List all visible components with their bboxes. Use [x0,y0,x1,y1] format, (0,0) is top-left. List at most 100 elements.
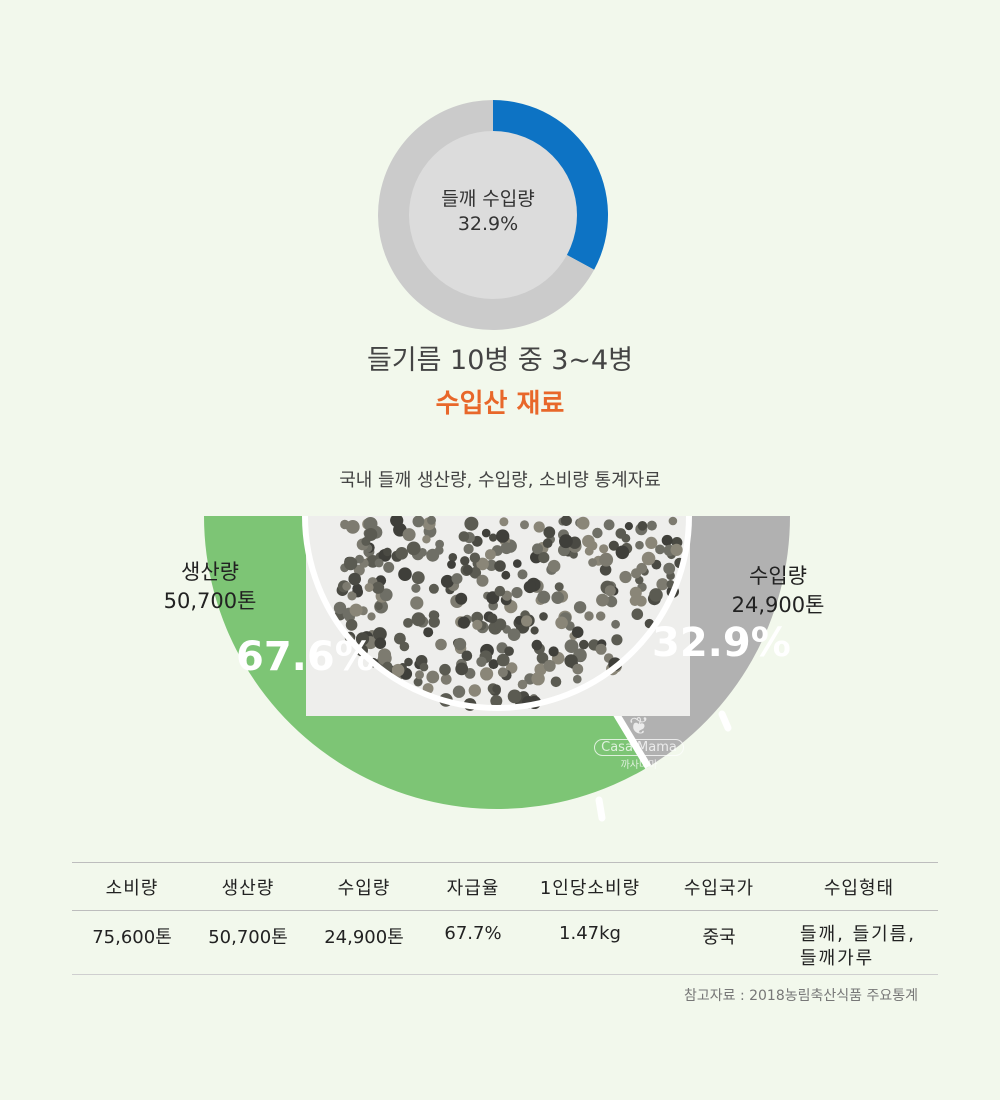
seed [603,519,615,531]
seed [615,528,627,539]
seed [394,632,406,645]
seed [379,588,393,602]
seed [353,564,365,576]
seed [345,520,360,534]
seed [439,663,451,676]
seed [411,571,425,585]
seed [460,556,470,566]
seed [471,611,484,624]
seed [507,628,521,641]
seed [539,612,548,621]
seed [398,567,412,581]
seed [472,619,483,631]
seed [462,565,473,575]
seed [517,569,528,580]
seed [411,612,426,627]
seed [554,582,564,592]
seed [494,585,506,597]
cell-consumption: 75,600톤 [72,910,192,975]
seed [463,543,474,555]
chart-tick [718,710,732,732]
seed [426,548,440,562]
seed [551,591,564,604]
watermark-brand: Casa Mama [594,739,684,756]
seed [435,638,447,651]
seed [649,588,663,602]
seed [513,559,522,568]
seed [419,662,429,672]
seed [543,526,556,539]
seed [500,542,513,555]
seed [501,570,511,580]
seed [457,616,470,629]
seed [532,543,543,555]
seed [584,546,594,556]
seed [619,570,632,584]
seed [499,517,509,527]
seed [355,554,364,564]
seed [469,552,481,563]
seed [573,601,587,614]
seed [490,695,503,707]
headline-line1: 들기름 10병 중 3~4병 [366,345,634,376]
seed [596,611,606,621]
seed [542,538,553,548]
seed [363,517,378,531]
seed [531,639,543,651]
header-consumption: 소비량 [72,862,192,911]
seed [635,540,644,550]
seed [507,689,522,704]
seed [579,639,589,650]
seed [348,572,362,586]
seed [615,545,630,560]
seed [402,528,416,542]
seed [564,639,579,653]
seed [461,650,473,662]
seed [588,558,597,567]
seed [511,587,523,599]
seed [599,544,609,554]
seed [550,676,562,688]
seed [412,516,425,528]
donut-center-value: 32.9% [457,213,519,235]
seed [410,596,424,610]
cell-production: 50,700톤 [192,910,304,975]
seed [537,590,551,604]
seed [596,593,609,607]
seed [608,540,619,551]
seed [406,541,421,556]
seed [637,521,648,531]
seed [427,516,436,525]
seed [383,547,392,557]
seed [547,559,561,573]
seed [364,583,374,592]
leaf-icon: ❦ [628,712,650,740]
seed [488,659,499,670]
seed [645,536,658,550]
seed [378,648,392,662]
seed [599,564,612,576]
import-name: 수입량 [749,564,807,588]
cell-import: 24,900톤 [304,910,424,975]
production-amount: 50,700톤 [163,589,257,613]
seed [496,653,510,667]
seed [582,534,595,548]
seed [403,618,413,628]
seed [383,561,395,573]
seed [492,684,501,694]
source-note: 참고자료 : 2018농림축산식품 주요통계 [683,988,918,1004]
stats-chart-title: 국내 들깨 생산량, 수입량, 소비량 통계자료 [339,470,661,491]
seed [517,679,528,690]
import-amount: 24,900톤 [731,593,825,617]
seed [631,568,642,579]
seed [611,619,620,629]
seed [347,591,357,601]
import-share-slice [493,100,608,270]
perilla-seed-photo [306,516,690,716]
seed [455,662,469,676]
seed [611,634,623,646]
seed [670,543,683,557]
seed [534,663,547,676]
seed [404,657,413,667]
seed [468,684,481,697]
